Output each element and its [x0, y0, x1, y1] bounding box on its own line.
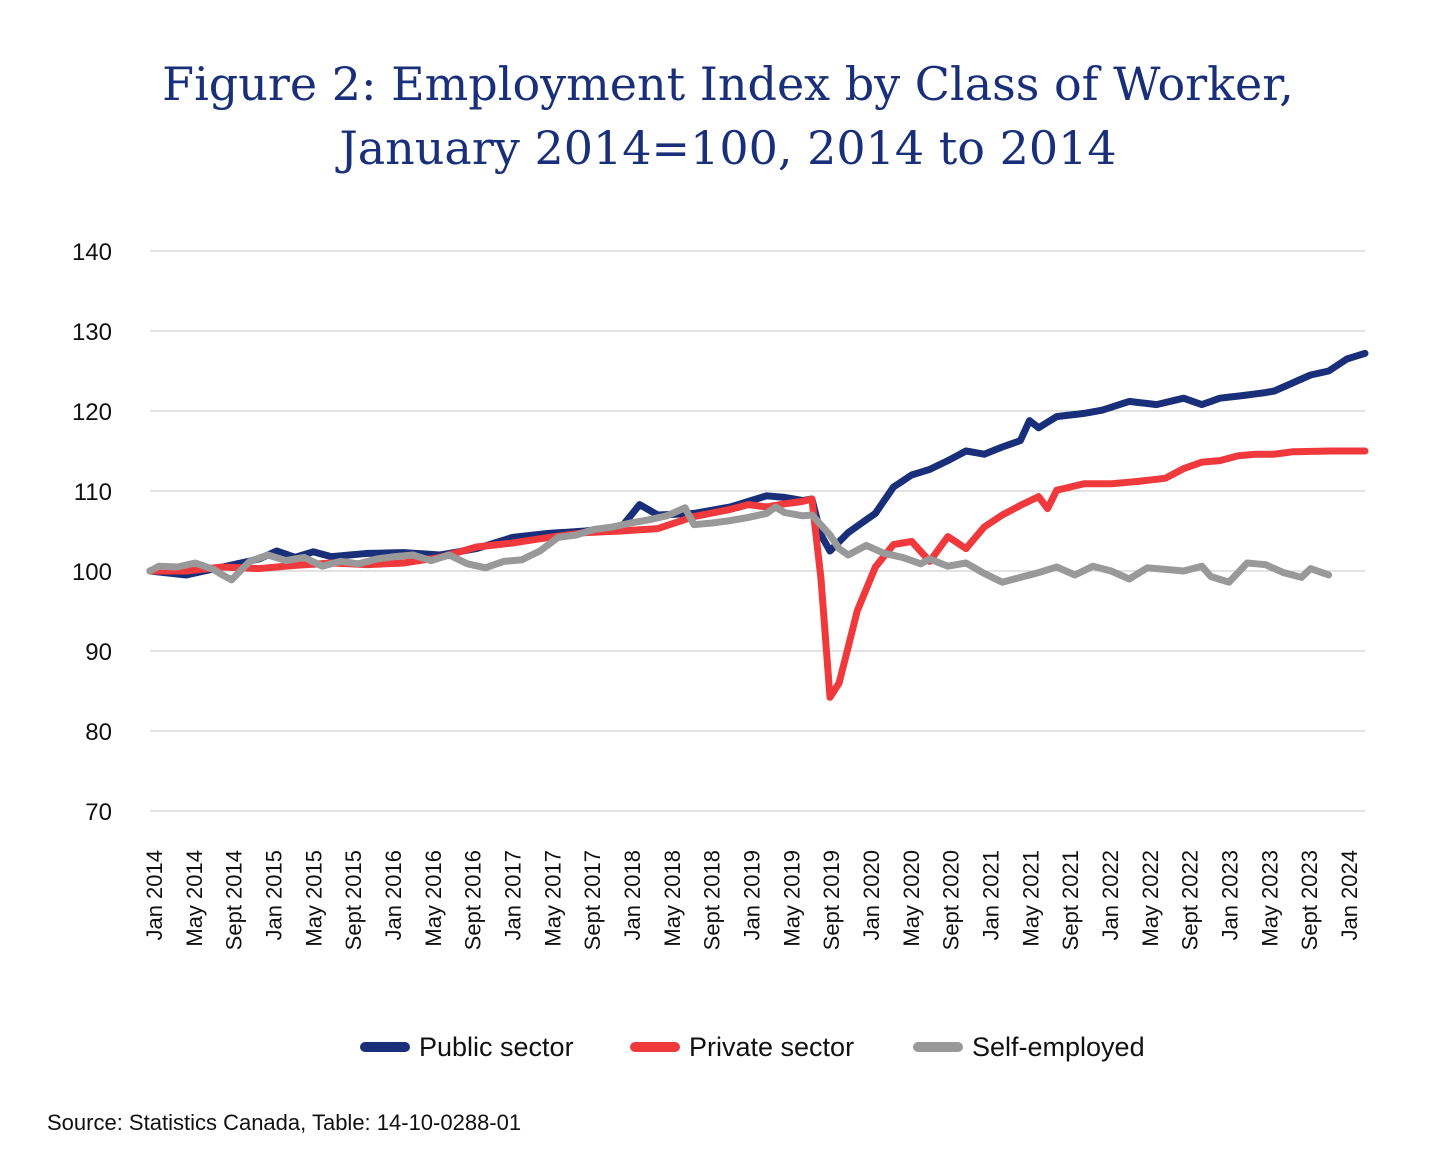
legend-label: Self-employed: [972, 1032, 1145, 1062]
chart-title-line-2: January 2014=100, 2014 to 2014: [339, 121, 1117, 175]
y-tick-label-80: 80: [85, 719, 112, 746]
series-line-self-employed: [146, 503, 1333, 586]
y-tick-label-90: 90: [85, 639, 112, 666]
x-tick-label: Jan 2018: [620, 850, 645, 941]
x-tick-label: Jan 2019: [740, 850, 765, 941]
y-tick-label-70: 70: [85, 799, 112, 826]
x-tick-label: May 2020: [899, 850, 924, 947]
x-tick-label: May 2014: [182, 850, 207, 947]
x-tick-label: Sept 2017: [580, 850, 605, 950]
x-tick-label: Sept 2014: [222, 850, 247, 950]
x-tick-label: Jan 2020: [859, 850, 884, 941]
x-tick-label: Jan 2017: [501, 850, 526, 941]
x-tick-label: Sept 2016: [461, 850, 486, 950]
x-tick-label: May 2015: [301, 850, 326, 947]
x-tick-label: Sept 2022: [1178, 850, 1203, 950]
legend-label: Public sector: [419, 1032, 574, 1062]
x-tick-label: Jan 2024: [1337, 850, 1362, 941]
chart-title-line-1: Figure 2: Employment Index by Class of W…: [162, 57, 1294, 111]
x-tick-label: May 2021: [1018, 850, 1043, 947]
employment-index-chart: 70 80 90 100 110 120 130 140 Jan 2014 May 2014 Sep…: [72, 239, 1369, 1062]
x-tick-label: Jan 2016: [381, 850, 406, 941]
y-tick-label-110: 110: [74, 479, 112, 506]
x-tick-label: Jan 2014: [142, 850, 167, 941]
x-tick-label: May 2023: [1257, 850, 1282, 947]
x-tick-label: Jan 2015: [262, 850, 287, 941]
series-line-public-sector: [146, 349, 1369, 579]
x-tick-label: Sept 2019: [819, 850, 844, 950]
x-tick-label: Sept 2015: [341, 850, 366, 950]
legend-label: Private sector: [689, 1032, 854, 1062]
x-tick-label: Jan 2022: [1098, 850, 1123, 941]
x-tick-label: Jan 2021: [979, 850, 1004, 941]
x-tick-label: Sept 2021: [1058, 850, 1083, 950]
y-tick-label-130: 130: [72, 319, 112, 346]
x-tick-label: May 2022: [1138, 850, 1163, 947]
x-tick-label: Sept 2018: [700, 850, 725, 950]
x-tick-label: May 2018: [660, 850, 685, 947]
y-tick-label-100: 100: [72, 559, 112, 586]
source-note: Source: Statistics Canada, Table: 14-10-…: [47, 1110, 522, 1135]
y-tick-label-120: 120: [72, 399, 112, 426]
x-tick-label: May 2017: [540, 850, 565, 947]
x-tick-label: Jan 2023: [1218, 850, 1243, 941]
y-tick-label-140: 140: [72, 239, 112, 266]
x-tick-label: May 2019: [779, 850, 804, 947]
chart-title: Figure 2: Employment Index by Class of W…: [0, 52, 1456, 180]
x-tick-label: Sept 2020: [939, 850, 964, 950]
x-tick-label: May 2016: [421, 850, 446, 947]
x-tick-label: Sept 2023: [1297, 850, 1322, 950]
